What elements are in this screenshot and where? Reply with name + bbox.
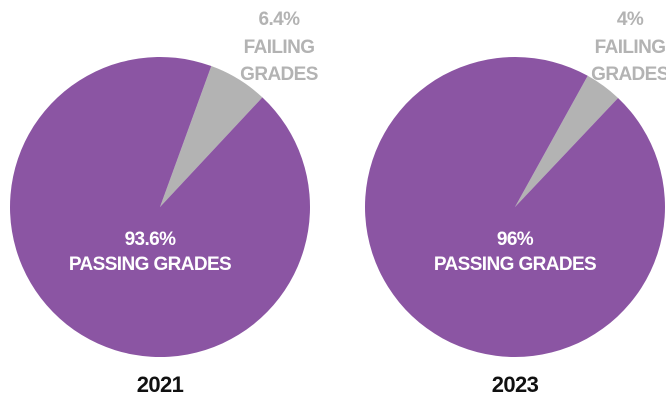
pie-slice bbox=[515, 75, 619, 208]
pie-slice bbox=[364, 57, 665, 357]
slice-value-label: 96% bbox=[497, 229, 534, 250]
slice-label: PASSING GRADES bbox=[69, 254, 231, 275]
slice-label: PASSING GRADES bbox=[434, 254, 596, 275]
slice-label: FAILING GRADES bbox=[240, 37, 318, 85]
slice-value-label: 4% bbox=[617, 9, 644, 30]
slice-label: FAILING GRADES bbox=[591, 37, 666, 85]
chart-title: 2021 bbox=[137, 372, 184, 397]
chart-title: 2023 bbox=[492, 372, 539, 397]
pie-slice bbox=[9, 56, 310, 357]
pie-slice bbox=[160, 66, 263, 207]
slice-value-label: 93.6% bbox=[125, 229, 177, 250]
slice-value-label: 6.4% bbox=[259, 9, 301, 30]
